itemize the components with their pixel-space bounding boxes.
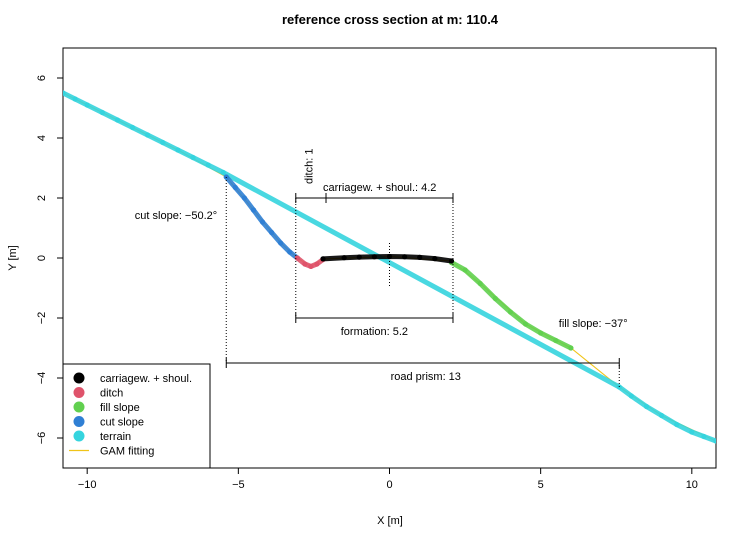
data-point (417, 254, 423, 260)
data-point (145, 132, 151, 138)
series-band-terrain (63, 90, 716, 444)
data-point (308, 263, 314, 269)
data-point (689, 429, 695, 435)
data-point (568, 345, 574, 351)
y-tick-label: −6 (36, 432, 48, 445)
series-carriagew-shoul- (320, 253, 455, 264)
series-terrain (63, 90, 716, 444)
data-point (268, 229, 275, 236)
data-point (402, 254, 408, 260)
data-point (314, 261, 320, 267)
data-point (462, 267, 468, 273)
data-point (294, 255, 300, 261)
data-point (220, 169, 226, 176)
x-axis-label: X [m] (377, 515, 403, 527)
data-point (371, 254, 377, 260)
data-point (448, 258, 455, 264)
data-point (432, 256, 438, 262)
axes: −10 −5 0 5 10 −6 −4 −2 0 2 4 6 (36, 75, 698, 491)
data-point (190, 154, 196, 161)
x-tick-label: 0 (386, 479, 392, 491)
data-point (160, 139, 166, 146)
x-tick-label: −5 (232, 479, 245, 491)
data-point (72, 96, 78, 102)
data-point (386, 253, 393, 260)
legend-label-ditch: ditch (100, 388, 123, 400)
data-point (205, 162, 211, 168)
data-point (278, 240, 284, 246)
data-point (553, 337, 559, 344)
legend-marker-ditch (73, 387, 85, 398)
y-tick-label: −4 (36, 372, 48, 385)
data-point (241, 195, 247, 201)
data-point (658, 412, 665, 419)
y-tick-label: 6 (36, 75, 48, 81)
y-tick-label: −2 (36, 312, 48, 325)
legend-marker-cut-slope (73, 416, 85, 427)
data-point (701, 433, 707, 440)
legend-marker-terrain (73, 430, 85, 442)
carriageway-label: carriagew. + shoul.: 4.2 (323, 182, 436, 194)
data-point (341, 255, 347, 261)
data-point (287, 249, 293, 255)
data-point (175, 147, 181, 153)
data-point (492, 295, 498, 302)
data-point (538, 330, 544, 336)
legend-marker-fill-slope (73, 401, 85, 413)
data-point (129, 124, 136, 131)
road-prism-label: road prism: 13 (391, 371, 461, 383)
legend-label-cut-slope: cut slope (100, 417, 144, 429)
data-point (320, 256, 326, 262)
legend-label-gam-fitting: GAM fitting (100, 446, 154, 458)
legend: carriagew. + shoul. ditch fill slope cut sl… (62, 363, 211, 469)
data-point (232, 184, 238, 191)
x-tick-label: 5 (538, 479, 544, 491)
data-point (250, 207, 257, 213)
data-point (302, 261, 308, 267)
fill-slope-label: fill slope: −37° (559, 318, 628, 330)
data-point (84, 102, 90, 108)
data-point (477, 280, 483, 287)
data-point (507, 309, 514, 315)
plot-area (63, 90, 716, 444)
y-tick-label: 0 (36, 255, 48, 261)
data-point (628, 393, 634, 399)
data-point (713, 438, 716, 444)
x-tick-label: −10 (78, 479, 97, 491)
ditch-label: ditch: 1 (303, 149, 315, 184)
data-point (356, 254, 362, 260)
legend-label-fill-slope: fill slope (100, 402, 140, 414)
data-point (522, 321, 529, 327)
data-point (114, 117, 121, 123)
formation-label: formation: 5.2 (341, 326, 408, 338)
legend-label-carriagew-shoul-: carriagew. + shoul. (100, 373, 192, 385)
series-cut-slope (223, 174, 300, 261)
data-point (63, 90, 66, 96)
y-tick-label: 4 (36, 135, 48, 141)
annotations: carriagew. + shoul.: 4.2 ditch: 1 formatio… (135, 149, 628, 387)
y-axis-label: Y [m] (7, 245, 19, 270)
y-tick-label: 2 (36, 195, 48, 201)
legend-marker-carriagew-shoul- (73, 372, 85, 384)
data-point (259, 219, 266, 225)
data-point (643, 403, 650, 410)
x-tick-label: 10 (686, 479, 698, 491)
cut-slope-label: cut slope: −50.2° (135, 210, 217, 222)
data-point (674, 421, 680, 428)
chart-title: reference cross section at m: 110.4 (282, 12, 499, 27)
series-fill-slope (448, 259, 574, 351)
legend-label-terrain: terrain (100, 431, 131, 443)
data-point (99, 109, 105, 116)
